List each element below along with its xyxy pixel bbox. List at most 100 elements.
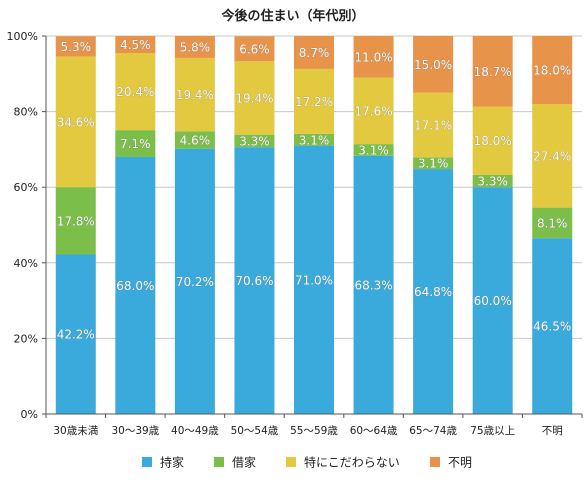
chart-title: 今後の住まい（年代別） xyxy=(220,8,364,24)
data-label: 71.0% xyxy=(295,273,333,287)
bar-segment xyxy=(174,148,215,415)
x-category-label: 60～64歳 xyxy=(350,425,398,437)
data-label: 15.0% xyxy=(414,58,452,72)
data-label: 42.2% xyxy=(57,328,95,342)
data-label: 64.8% xyxy=(414,285,452,299)
data-label: 17.8% xyxy=(57,214,95,228)
bar-segment xyxy=(115,130,156,157)
y-tick-label: 60% xyxy=(14,181,38,194)
axes: 0% 20% 40% 60% 80% 100% 30歳未満 30～39歳 40～49歳 50～54… xyxy=(7,30,583,437)
legend-swatch xyxy=(214,457,224,467)
bar-segment xyxy=(353,155,394,415)
y-tick-label: 0% xyxy=(21,408,38,421)
legend-label: 特にこだわらない xyxy=(304,455,400,470)
data-label: 70.6% xyxy=(235,274,273,288)
bar-segment xyxy=(55,187,96,255)
bar-segment xyxy=(413,157,454,170)
y-tick-label: 20% xyxy=(14,332,38,345)
bar-segment xyxy=(413,169,454,414)
data-label: 17.2% xyxy=(295,95,333,109)
x-category-label: 40～49歳 xyxy=(171,425,219,437)
data-label: 3.1% xyxy=(299,133,330,147)
data-label: 17.6% xyxy=(354,104,392,118)
data-label: 6.6% xyxy=(239,42,270,56)
bar-segment xyxy=(472,36,513,107)
bar-segment xyxy=(353,77,394,145)
data-label: 3.1% xyxy=(358,143,389,157)
y-tick-label: 80% xyxy=(14,106,38,119)
bar-segment xyxy=(294,145,334,414)
bar-segment xyxy=(294,36,334,69)
bar-segment xyxy=(413,92,454,158)
bar-segment xyxy=(234,147,275,414)
bar-segment xyxy=(115,53,156,131)
data-label: 46.5% xyxy=(533,320,571,334)
data-labels: 42.2% 17.8% 34.6% 5.3% 68.0% 7.1% 20.4% 4.5% 70.… xyxy=(57,38,572,342)
x-category-label: 75歳以上 xyxy=(470,425,515,437)
legend: 持家 借家 特にこだわらない 不明 xyxy=(142,455,472,470)
legend-label: 借家 xyxy=(232,455,256,470)
data-label: 3.3% xyxy=(239,134,270,148)
data-label: 34.6% xyxy=(57,115,95,129)
data-label: 19.4% xyxy=(176,88,214,102)
y-tick-label: 100% xyxy=(7,30,38,43)
data-label: 5.8% xyxy=(180,40,211,54)
bar-segment xyxy=(234,36,275,62)
bar-segment xyxy=(55,56,96,188)
x-category-label: 30歳未満 xyxy=(53,425,98,437)
data-label: 68.0% xyxy=(116,279,154,293)
bar-segment xyxy=(55,254,96,414)
bar-segment xyxy=(413,36,454,93)
legend-label: 不明 xyxy=(448,456,472,470)
data-label: 68.3% xyxy=(354,278,392,292)
bar-segment xyxy=(174,131,215,149)
data-label: 17.1% xyxy=(414,119,452,133)
data-label: 18.7% xyxy=(474,65,512,79)
data-label: 8.1% xyxy=(537,216,568,230)
data-label: 11.0% xyxy=(354,50,392,64)
data-label: 3.1% xyxy=(418,157,449,171)
data-label: 18.0% xyxy=(474,134,512,148)
data-label: 27.4% xyxy=(533,149,571,163)
x-category-label: 55～59歳 xyxy=(290,425,338,437)
bar-segment xyxy=(234,61,275,135)
data-label: 19.4% xyxy=(235,91,273,105)
bar-segment xyxy=(174,57,215,132)
data-label: 5.3% xyxy=(61,40,92,54)
legend-swatch xyxy=(286,457,296,467)
bar-segment xyxy=(472,174,513,188)
x-category-label: 65～74歳 xyxy=(409,425,457,437)
data-label: 4.6% xyxy=(180,133,211,147)
data-label: 20.4% xyxy=(116,85,154,99)
x-category-label: 30～39歳 xyxy=(111,425,159,437)
bar-segment xyxy=(234,134,275,148)
data-label: 70.2% xyxy=(176,275,214,289)
y-tick-label: 40% xyxy=(14,257,38,270)
data-label: 7.1% xyxy=(120,137,151,151)
bar-segment xyxy=(472,187,513,414)
bar-segment xyxy=(174,36,215,58)
bar-segment xyxy=(532,207,573,239)
data-label: 8.7% xyxy=(299,46,330,60)
bars xyxy=(55,36,573,415)
data-label: 60.0% xyxy=(474,294,512,308)
x-category-label: 不明 xyxy=(542,425,563,437)
bar-segment xyxy=(115,36,156,54)
bar-segment xyxy=(532,104,573,208)
bar-segment xyxy=(294,68,334,134)
bar-segment xyxy=(353,144,394,156)
legend-swatch xyxy=(430,457,440,467)
bar-segment xyxy=(294,133,334,146)
x-category-label: 50～54歳 xyxy=(231,425,279,437)
legend-swatch xyxy=(142,457,152,467)
bar-segment xyxy=(532,36,573,105)
bar-segment xyxy=(532,238,573,414)
bar-segment xyxy=(353,36,394,78)
data-label: 4.5% xyxy=(120,38,151,52)
bar-segment xyxy=(115,156,156,414)
data-label: 3.3% xyxy=(477,174,508,188)
data-label: 18.0% xyxy=(533,64,571,78)
bar-segment xyxy=(55,36,96,57)
